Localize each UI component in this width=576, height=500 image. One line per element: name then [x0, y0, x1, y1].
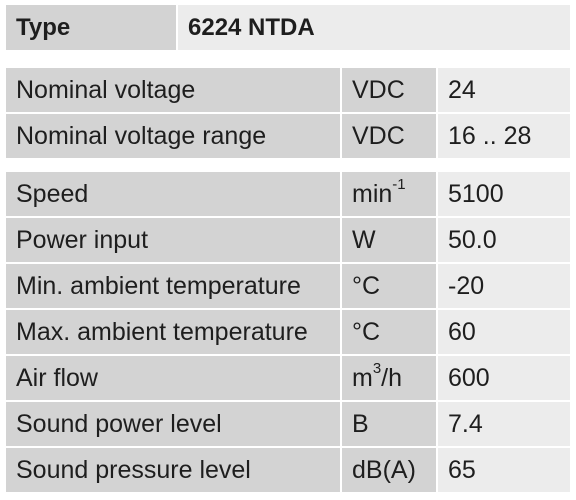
- row-unit: °C: [342, 264, 436, 308]
- unit-base: °C: [352, 271, 381, 300]
- unit-text: VDC: [352, 122, 405, 151]
- unit-sup: -1: [392, 176, 406, 194]
- unit-text: m3/h: [352, 361, 403, 393]
- unit-text: °C: [352, 318, 380, 347]
- row-value: 50.0: [438, 218, 570, 262]
- row-unit: °C: [342, 310, 436, 354]
- row-value: 7.4: [438, 402, 570, 446]
- unit-base: W: [352, 225, 376, 254]
- row-value: 60: [438, 310, 570, 354]
- row-value: 24: [438, 68, 570, 112]
- row-label: Speed: [6, 172, 340, 216]
- row-label: Min. ambient temperature: [6, 264, 340, 308]
- row-label: Power input: [6, 218, 340, 262]
- unit-text: min-1: [352, 177, 406, 209]
- row-unit: W: [342, 218, 436, 262]
- unit-base: m: [352, 363, 373, 392]
- row-label: Sound pressure level: [6, 448, 340, 492]
- row-unit: B: [342, 402, 436, 446]
- unit-text: W: [352, 226, 376, 255]
- unit-sup: 3: [372, 360, 382, 378]
- row-unit: VDC: [342, 68, 436, 112]
- unit-base: VDC: [352, 121, 405, 150]
- header-label: Type: [6, 5, 176, 50]
- unit-base: VDC: [352, 75, 405, 104]
- header-value: 6224 NTDA: [178, 5, 570, 50]
- row-value: 65: [438, 448, 570, 492]
- row-label: Nominal voltage: [6, 68, 340, 112]
- unit-text: °C: [352, 272, 380, 301]
- row-value: 16 .. 28: [438, 114, 570, 158]
- row-label: Nominal voltage range: [6, 114, 340, 158]
- unit-text: VDC: [352, 76, 405, 105]
- unit-base: min: [352, 179, 393, 208]
- unit-rest: /h: [381, 363, 403, 392]
- row-label: Air flow: [6, 356, 340, 400]
- row-unit: min-1: [342, 172, 436, 216]
- row-unit: VDC: [342, 114, 436, 158]
- unit-base: °C: [352, 317, 381, 346]
- row-label: Sound power level: [6, 402, 340, 446]
- row-label: Max. ambient temperature: [6, 310, 340, 354]
- row-value: -20: [438, 264, 570, 308]
- row-unit: dB(A): [342, 448, 436, 492]
- row-unit: m3/h: [342, 356, 436, 400]
- unit-base: dB(A): [352, 455, 416, 484]
- row-value: 600: [438, 356, 570, 400]
- unit-text: B: [352, 410, 369, 439]
- unit-text: dB(A): [352, 456, 416, 485]
- unit-base: B: [352, 409, 369, 438]
- row-value: 5100: [438, 172, 570, 216]
